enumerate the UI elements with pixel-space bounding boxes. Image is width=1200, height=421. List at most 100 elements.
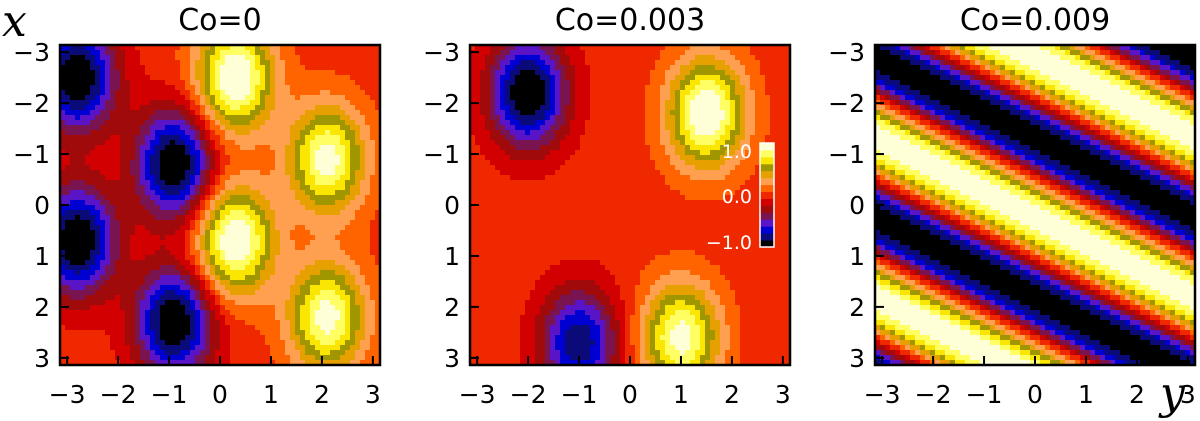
- contour-cell: [780, 50, 786, 56]
- contour-cell: [285, 200, 291, 206]
- contour-cell: [130, 45, 136, 51]
- contour-cell: [120, 225, 126, 231]
- contour-cell: [275, 330, 281, 336]
- contour-cell: [685, 55, 691, 61]
- contour-cell: [210, 185, 216, 191]
- contour-cell: [305, 155, 311, 161]
- contour-cell: [310, 185, 316, 191]
- contour-cell: [360, 280, 366, 286]
- contour-cell: [235, 100, 241, 106]
- contour-cell: [130, 220, 136, 226]
- contour-cell: [100, 140, 106, 146]
- contour-cell: [335, 130, 341, 136]
- contour-cell: [375, 130, 380, 136]
- contour-cell: [190, 290, 196, 296]
- contour-cell: [340, 270, 346, 276]
- contour-cell: [280, 320, 286, 326]
- contour-cell: [345, 300, 351, 306]
- contour-cell: [310, 260, 316, 266]
- contour-cell: [275, 325, 281, 331]
- contour-cell: [560, 45, 566, 51]
- contour-cell: [125, 290, 131, 296]
- contour-cell: [190, 155, 196, 161]
- contour-cell: [110, 85, 116, 91]
- contour-cell: [120, 90, 126, 96]
- contour-cell: [125, 120, 131, 126]
- contour-cell: [180, 270, 186, 276]
- contour-cell: [60, 225, 66, 231]
- contour-cell: [550, 55, 556, 61]
- contour-cell: [130, 215, 136, 221]
- contour-cell: [85, 300, 91, 306]
- contour-cell: [245, 85, 251, 91]
- contour-cell: [335, 230, 341, 236]
- contour-cell: [70, 45, 76, 51]
- contour-cell: [315, 85, 321, 91]
- contour-cell: [110, 245, 116, 251]
- contour-cell: [180, 340, 186, 346]
- contour-cell: [670, 90, 676, 96]
- contour-cell: [255, 180, 261, 186]
- contour-cell: [110, 105, 116, 111]
- contour-cell: [215, 115, 221, 121]
- contour-cell: [360, 220, 366, 226]
- contour-cell: [170, 125, 176, 131]
- contour-cell: [140, 215, 146, 221]
- contour-cell: [235, 355, 241, 361]
- contour-cell: [185, 325, 191, 331]
- contour-cell: [295, 135, 301, 141]
- contour-cell: [180, 160, 186, 166]
- contour-cell: [70, 260, 76, 266]
- contour-cell: [210, 340, 216, 346]
- contour-cell: [355, 360, 361, 365]
- contour-cell: [80, 150, 86, 156]
- contour-cell: [615, 50, 621, 56]
- contour-cell: [265, 135, 271, 141]
- contour-cell: [140, 65, 146, 71]
- contour-cell: [60, 170, 66, 176]
- contour-cell: [285, 320, 291, 326]
- contour-cell: [370, 95, 376, 101]
- contour-cell: [165, 270, 171, 276]
- contour-cell: [315, 205, 321, 211]
- contour-cell: [200, 230, 206, 236]
- contour-cell: [770, 100, 776, 106]
- contour-cell: [300, 345, 306, 351]
- contour-cell: [120, 345, 126, 351]
- contour-cell: [110, 250, 116, 256]
- contour-cell: [250, 325, 256, 331]
- contour-cell: [355, 155, 361, 161]
- contour-cell: [235, 350, 241, 356]
- contour-cell: [690, 100, 696, 106]
- contour-cell: [365, 160, 371, 166]
- contour-cell: [335, 340, 341, 346]
- contour-cell: [365, 325, 371, 331]
- contour-cell: [145, 55, 151, 61]
- contour-cell: [100, 325, 106, 331]
- contour-cell: [105, 45, 111, 51]
- contour-cell: [155, 215, 161, 221]
- contour-cell: [375, 175, 380, 181]
- contour-cell: [150, 180, 156, 186]
- contour-cell: [295, 325, 301, 331]
- contour-cell: [260, 330, 266, 336]
- contour-cell: [75, 180, 81, 186]
- contour-cell: [140, 45, 146, 51]
- contour-cell: [170, 110, 176, 116]
- contour-cell: [120, 55, 126, 61]
- contour-cell: [775, 95, 781, 101]
- contour-cell: [80, 85, 86, 91]
- contour-cell: [785, 85, 790, 91]
- contour-cell: [260, 120, 266, 126]
- contour-cell: [270, 280, 276, 286]
- contour-cell: [85, 70, 91, 76]
- contour-cell: [220, 260, 226, 266]
- contour-cell: [290, 175, 296, 181]
- contour-cell: [305, 260, 311, 266]
- contour-cell: [195, 80, 201, 86]
- contour-cell: [550, 100, 556, 106]
- contour-cell: [70, 300, 76, 306]
- contour-cell: [75, 245, 81, 251]
- contour-cell: [230, 190, 236, 196]
- contour-cell: [170, 265, 176, 271]
